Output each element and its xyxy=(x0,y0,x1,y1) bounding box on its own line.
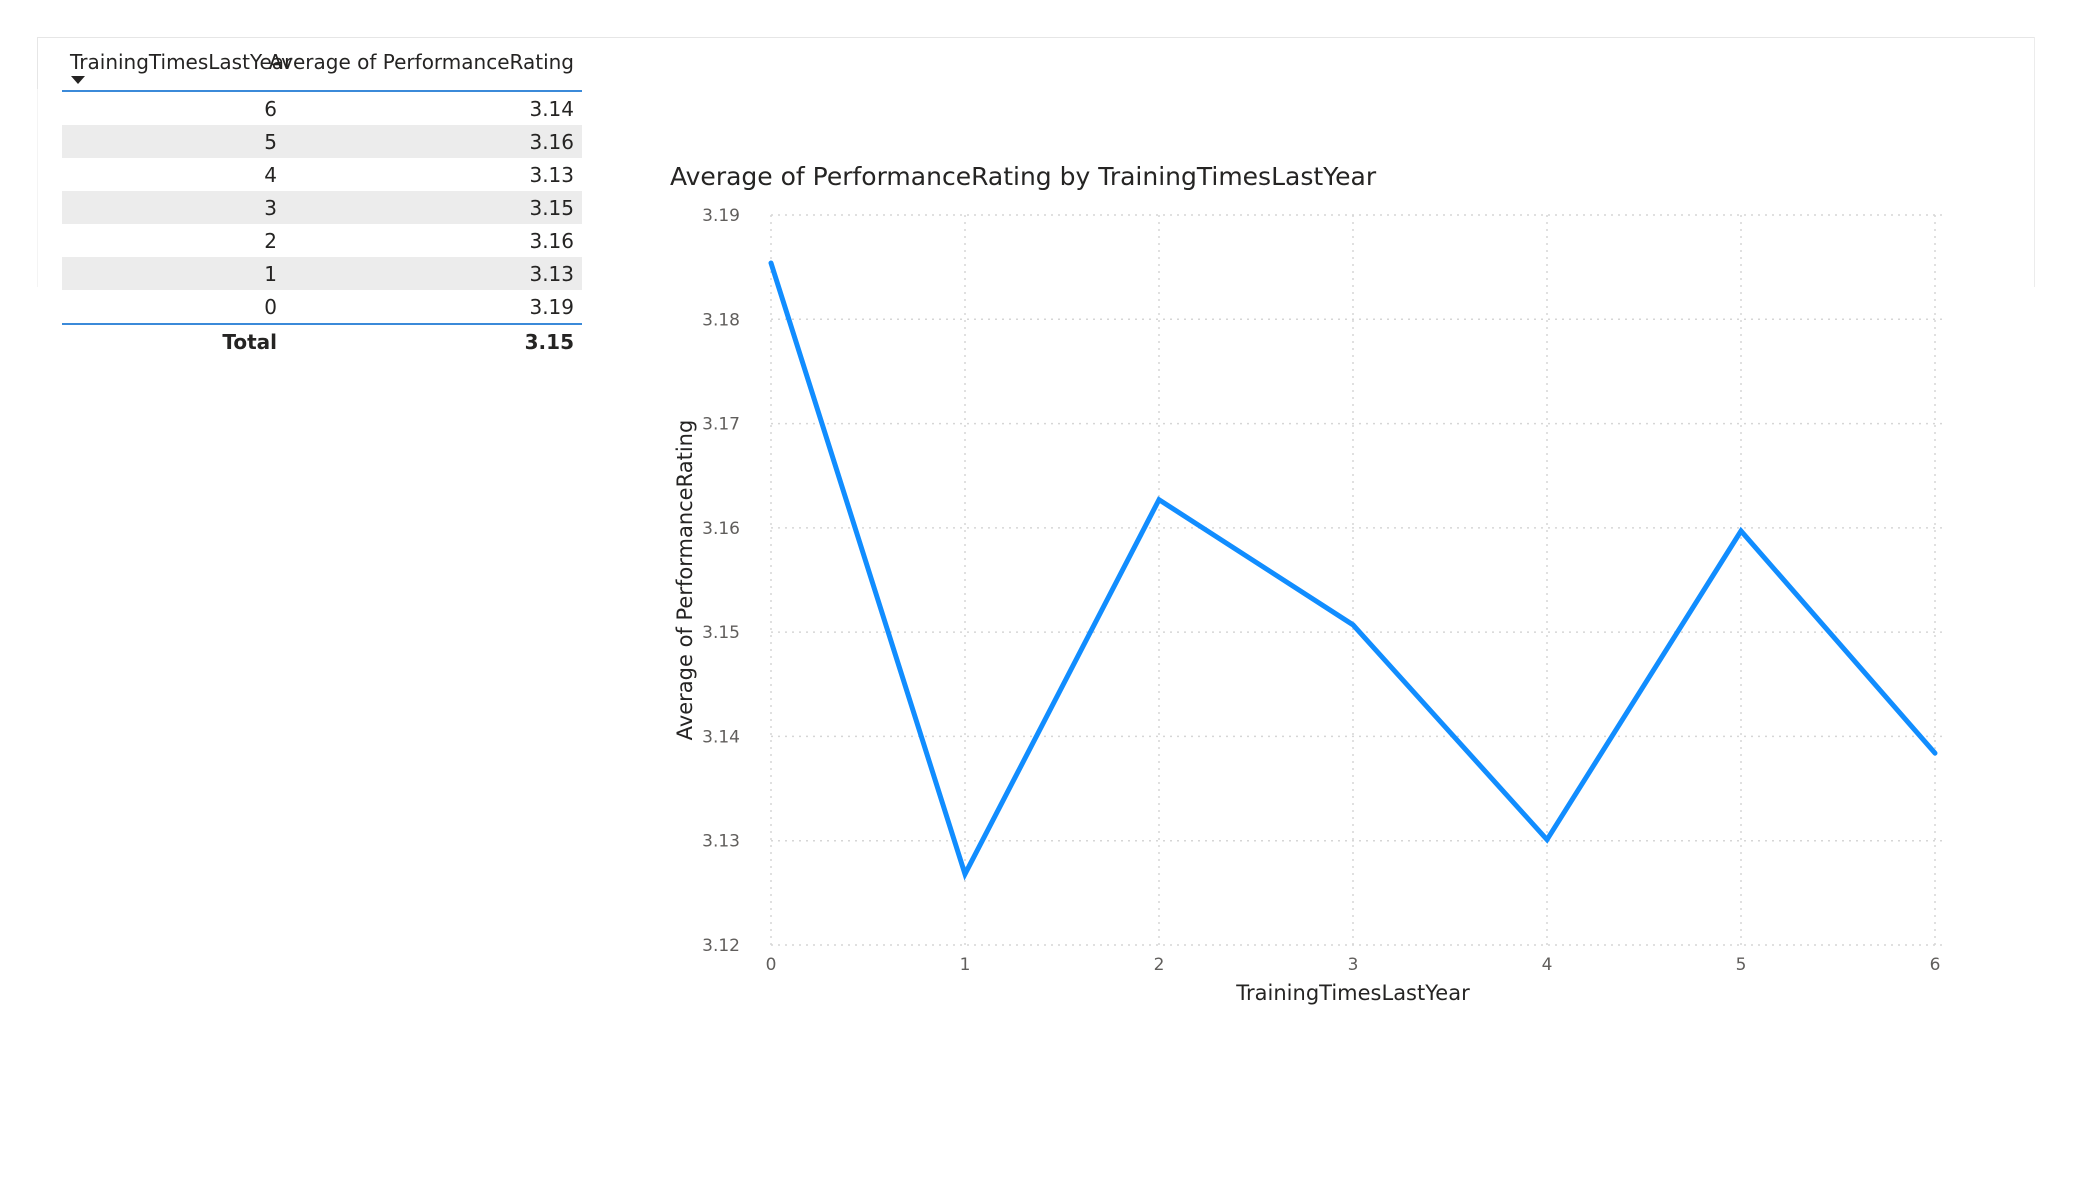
visual-border-right xyxy=(2034,37,2035,287)
visual-border-top xyxy=(37,37,2035,38)
visual-border-left-lower xyxy=(37,89,38,287)
cell-avg-performance: 3.16 xyxy=(529,229,574,253)
visual-border-left xyxy=(37,37,38,89)
cell-avg-performance: 3.13 xyxy=(529,163,574,187)
table-row[interactable]: 5 3.16 xyxy=(62,125,582,158)
y-tick-label: 3.12 xyxy=(702,936,740,956)
y-tick-label: 3.17 xyxy=(702,415,740,435)
x-tick-label: 4 xyxy=(1542,955,1553,975)
cell-training-times: 6 xyxy=(264,97,277,121)
series-line xyxy=(768,260,1938,881)
column-header-training-times[interactable]: TrainingTimesLastYear xyxy=(70,50,293,74)
table-row[interactable]: 2 3.16 xyxy=(62,224,582,257)
x-tick-label: 5 xyxy=(1736,955,1747,975)
y-tick-label: 3.18 xyxy=(702,310,740,330)
cell-training-times: 5 xyxy=(264,130,277,154)
x-tick-label: 3 xyxy=(1348,955,1359,975)
y-tick-label: 3.15 xyxy=(702,623,740,643)
table-visual: TrainingTimesLastYear Average of Perform… xyxy=(62,46,582,358)
total-label: Total xyxy=(222,330,277,354)
cell-avg-performance: 3.16 xyxy=(529,130,574,154)
cell-avg-performance: 3.14 xyxy=(529,97,574,121)
x-tick-label: 2 xyxy=(1154,955,1165,975)
table-body: 6 3.14 5 3.16 4 3.13 3 3.15 2 3.16 1 3.1… xyxy=(62,92,582,325)
table-total-row: Total 3.15 xyxy=(62,325,582,358)
chart-title: Average of PerformanceRating by Training… xyxy=(670,162,1377,191)
cell-avg-performance: 3.13 xyxy=(529,262,574,286)
cell-avg-performance: 3.19 xyxy=(529,295,574,319)
x-tick-label: 6 xyxy=(1930,955,1941,975)
table-row[interactable]: 1 3.13 xyxy=(62,257,582,290)
y-axis-title: Average of PerformanceRating xyxy=(673,420,697,741)
cell-training-times: 2 xyxy=(264,229,277,253)
x-tick-label: 0 xyxy=(766,955,777,975)
table-row[interactable]: 6 3.14 xyxy=(62,92,582,125)
total-value: 3.15 xyxy=(524,330,574,354)
sort-descending-icon[interactable] xyxy=(71,76,85,84)
cell-training-times: 1 xyxy=(264,262,277,286)
y-tick-label: 3.14 xyxy=(702,727,740,747)
y-tick-label: 3.16 xyxy=(702,519,740,539)
table-row[interactable]: 4 3.13 xyxy=(62,158,582,191)
table-row[interactable]: 0 3.19 xyxy=(62,290,582,323)
cell-training-times: 3 xyxy=(264,196,277,220)
table-header: TrainingTimesLastYear Average of Perform… xyxy=(62,46,582,92)
cell-training-times: 4 xyxy=(264,163,277,187)
table-row[interactable]: 3 3.15 xyxy=(62,191,582,224)
cell-avg-performance: 3.15 xyxy=(529,196,574,220)
y-tick-label: 3.13 xyxy=(702,832,740,852)
x-tick-label: 1 xyxy=(960,955,971,975)
column-header-avg-performance[interactable]: Average of PerformanceRating xyxy=(268,50,574,74)
y-tick-label: 3.19 xyxy=(702,206,740,226)
x-axis-title: TrainingTimesLastYear xyxy=(1235,981,1470,1005)
cell-training-times: 0 xyxy=(264,295,277,319)
